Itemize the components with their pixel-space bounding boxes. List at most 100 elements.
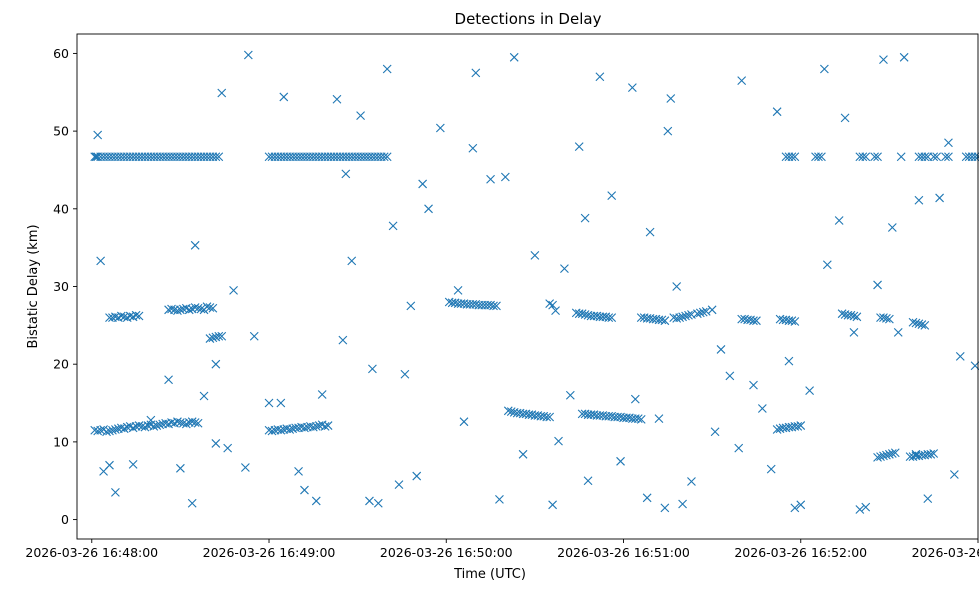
data-point	[176, 305, 185, 315]
data-point	[899, 52, 909, 62]
data-point	[870, 152, 879, 162]
data-point	[884, 449, 894, 459]
data-point	[627, 83, 637, 92]
data-point	[929, 449, 939, 458]
data-point	[140, 422, 150, 432]
data-point	[882, 450, 891, 460]
data-point	[580, 213, 590, 223]
data-point	[920, 152, 930, 162]
data-point	[91, 152, 101, 162]
data-point	[311, 421, 321, 431]
y-tick-label: 0	[61, 512, 69, 527]
data-point	[849, 327, 859, 337]
data-point	[435, 123, 445, 133]
data-point	[716, 345, 726, 354]
data-point	[796, 500, 806, 510]
data-point	[111, 425, 120, 434]
data-point	[503, 406, 513, 416]
data-point	[167, 304, 176, 314]
data-point	[418, 179, 428, 189]
data-point	[737, 76, 747, 86]
data-point	[837, 309, 847, 319]
data-point	[190, 418, 200, 427]
data-point	[530, 251, 540, 260]
data-point	[495, 494, 504, 504]
data-point	[93, 130, 103, 140]
data-point	[855, 505, 865, 514]
data-point	[548, 500, 557, 510]
data-point	[657, 315, 667, 325]
data-point	[846, 310, 856, 320]
data-point	[459, 417, 469, 427]
data-point	[630, 394, 640, 404]
data-point	[684, 310, 693, 320]
data-point	[873, 453, 882, 462]
data-point	[116, 311, 126, 321]
data-point	[509, 52, 519, 62]
data-point	[300, 485, 309, 495]
data-point	[796, 421, 806, 430]
data-point	[663, 126, 673, 136]
data-point	[249, 331, 259, 341]
data-point	[710, 427, 720, 437]
data-point	[111, 487, 120, 497]
data-point	[861, 502, 871, 512]
data-point	[202, 302, 212, 312]
data-point	[926, 449, 936, 459]
data-point	[379, 152, 389, 162]
data-point	[660, 316, 670, 326]
data-point	[908, 317, 918, 327]
data-point	[734, 443, 744, 453]
data-point	[660, 503, 670, 513]
data-point	[323, 421, 333, 430]
data-point	[861, 152, 871, 162]
data-point	[911, 318, 921, 328]
data-point	[805, 386, 815, 395]
data-point	[267, 426, 277, 436]
data-point	[914, 195, 924, 205]
data-point	[173, 417, 182, 427]
data-point	[347, 256, 357, 266]
y-axis-ticks: 0 10 20 30 40 50 60	[53, 46, 77, 527]
data-point	[932, 152, 942, 162]
data-point	[96, 425, 106, 435]
data-point	[893, 327, 903, 337]
data-point	[373, 498, 383, 508]
data-point	[666, 94, 676, 103]
data-point	[698, 307, 708, 317]
data-point	[551, 306, 560, 315]
data-point	[190, 303, 200, 312]
data-point	[876, 452, 885, 462]
data-point	[468, 143, 478, 153]
data-point	[356, 111, 365, 120]
data-point	[187, 417, 197, 427]
y-axis-label: Bistatic Delay (km)	[26, 224, 41, 348]
data-point	[193, 418, 203, 428]
data-point	[500, 172, 510, 182]
data-point	[879, 313, 888, 322]
data-point	[229, 285, 238, 295]
data-point	[701, 306, 711, 316]
data-point	[681, 311, 690, 321]
data-point	[887, 449, 897, 458]
data-point	[187, 498, 197, 508]
data-point	[128, 423, 138, 433]
data-point	[695, 308, 705, 318]
data-point	[790, 317, 800, 326]
data-point	[917, 320, 927, 329]
data-point	[276, 398, 286, 408]
y-tick-label: 30	[53, 279, 69, 294]
data-point	[766, 464, 776, 474]
data-point	[565, 390, 575, 400]
data-point	[205, 334, 215, 343]
data-point	[636, 414, 646, 424]
data-point	[840, 113, 850, 123]
data-point	[311, 496, 321, 506]
y-tick-label: 50	[53, 124, 69, 139]
data-point	[944, 138, 953, 148]
data-point	[400, 369, 410, 379]
data-point	[879, 55, 888, 65]
data-point	[787, 316, 797, 326]
data-point	[211, 439, 221, 448]
data-point	[214, 152, 224, 162]
